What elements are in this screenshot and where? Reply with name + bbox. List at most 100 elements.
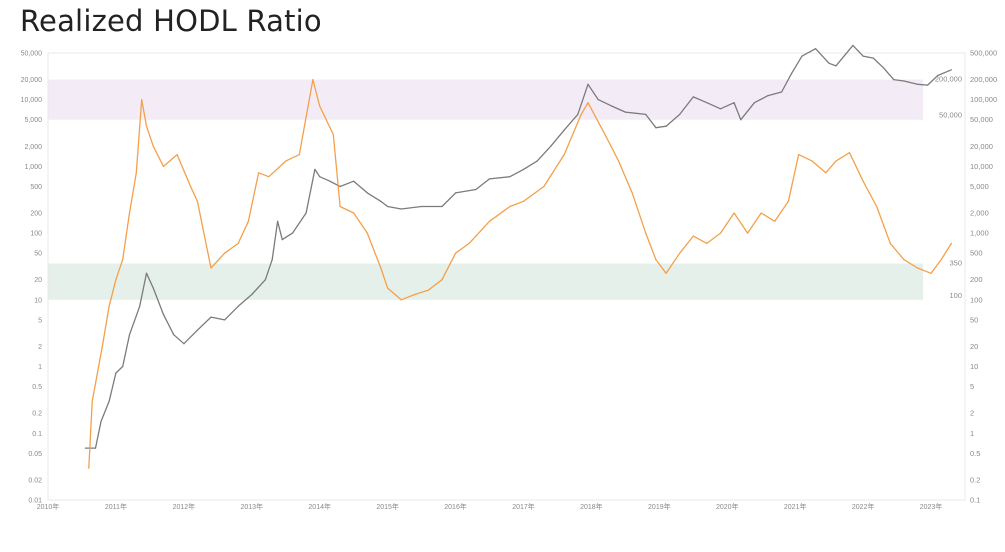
x-tick-label-11: 2021年 [784, 502, 807, 511]
series-0-point-13 [196, 329, 198, 331]
series-1-point-0 [88, 467, 90, 469]
series-0-point-32 [400, 208, 402, 210]
series-1-point-25 [332, 133, 334, 136]
series-1-point-62 [835, 160, 837, 162]
series-1-point-35 [455, 252, 457, 254]
series-1-point-29 [380, 267, 382, 269]
series-0-point-33 [421, 205, 423, 208]
series-0-point-11 [173, 334, 175, 336]
series-1-point-57 [774, 220, 776, 222]
right-tick-label-1: 200,000 [970, 75, 997, 84]
series-1-point-6 [128, 212, 131, 214]
right-tick-label-20: 0.1 [970, 496, 980, 505]
series-1-point-4 [115, 279, 117, 281]
series-line-1 [88, 78, 952, 469]
series-0-point-29 [366, 192, 368, 194]
series-0-point-23 [305, 212, 307, 214]
series-0-point-3 [108, 400, 110, 402]
page-title: Realized HODL Ratio [20, 4, 322, 38]
band-labels: 200,000 50,000 350 100 [935, 75, 962, 300]
series-1-point-50 [679, 252, 681, 254]
series-1-point-70 [940, 259, 942, 261]
grid-layer [47, 52, 966, 501]
series-0-point-39 [522, 168, 525, 170]
series-0-point-52 [692, 96, 694, 98]
series-1-point-27 [353, 212, 355, 214]
series-1-point-32 [414, 293, 416, 296]
x-tick-label-3: 2013年 [240, 502, 263, 511]
right-tick-label-0: 500,000 [970, 49, 997, 58]
left-tick-label-10: 20 [34, 277, 42, 284]
plot-border [47, 52, 966, 501]
left-tick-label-2: 10,000 [21, 97, 43, 104]
right-tick-label-19: 0.2 [970, 475, 980, 484]
series-0-point-20 [277, 220, 279, 222]
series-1-point-33 [427, 289, 429, 291]
series-1-point-44 [604, 133, 606, 136]
right-axis: 500,000 200,000 100,000 50,000 20,000 10,000 5… [970, 49, 997, 505]
series-1-point-64 [862, 180, 864, 182]
series-0-point-62 [815, 48, 817, 50]
series-1-point-2 [101, 345, 103, 348]
series-0-point-37 [488, 178, 491, 180]
series-0-point-48 [645, 113, 647, 115]
bands-layer [48, 79, 923, 300]
band-label-top-0: 200,000 [935, 75, 962, 84]
right-tick-label-4: 20,000 [970, 142, 993, 151]
series-0-point-69 [893, 79, 895, 81]
series-0-point-65 [852, 44, 854, 47]
series-0-point-8 [145, 272, 148, 274]
right-tick-label-5: 10,000 [970, 162, 993, 171]
series-0-point-49 [655, 127, 657, 129]
series-1-point-5 [122, 259, 124, 261]
series-0-point-12 [183, 343, 185, 345]
series-1-point-65 [876, 205, 878, 208]
series-1-point-21 [285, 160, 287, 162]
band-1 [48, 263, 923, 300]
x-tick-label-10: 2020年 [716, 502, 739, 511]
series-1-point-11 [162, 165, 165, 167]
series-1-point-23 [312, 79, 314, 81]
series-1-point-14 [196, 200, 198, 202]
series-0-point-60 [791, 72, 793, 74]
left-tick-label-16: 0.2 [32, 411, 42, 418]
series-1-point-18 [247, 220, 249, 222]
series-1-point-53 [719, 232, 722, 234]
left-axis: 50,000 20,000 10,000 5,000 2,000 1,000 500 200 1… [21, 51, 43, 505]
series-0-point-9 [152, 287, 154, 289]
right-tick-label-2: 100,000 [970, 95, 997, 104]
series-1-point-54 [733, 212, 735, 214]
series-0-point-73 [937, 74, 939, 77]
series-0-point-54 [719, 108, 722, 110]
series-0-point-26 [329, 180, 331, 182]
series-1-point-36 [468, 242, 470, 244]
series-0-point-35 [455, 192, 457, 194]
left-tick-label-14: 1 [38, 364, 42, 371]
right-tick-label-17: 1 [970, 429, 974, 438]
series-1-point-49 [665, 272, 667, 274]
right-tick-label-9: 500 [970, 249, 983, 258]
right-tick-label-12: 50 [970, 315, 978, 324]
right-tick-label-16: 2 [970, 409, 974, 418]
series-0-point-22 [291, 232, 294, 234]
series-1-point-1 [91, 400, 93, 402]
series-1-point-59 [798, 154, 800, 156]
series-0-point-47 [624, 111, 627, 113]
series-1-point-9 [145, 125, 148, 127]
x-tick-label-9: 2019年 [648, 502, 671, 511]
series-1-point-12 [176, 154, 178, 156]
series-1-point-24 [319, 105, 321, 107]
series-1-point-38 [509, 205, 511, 208]
series-0-point-17 [251, 293, 253, 296]
series-1-point-34 [441, 279, 443, 281]
series-0-point-59 [781, 91, 783, 93]
series-1-point-26 [339, 205, 341, 208]
series-1-point-39 [522, 200, 525, 202]
x-tick-label-12: 2022年 [852, 502, 875, 511]
series-layer [84, 44, 953, 469]
series-1-point-17 [237, 242, 239, 244]
x-tick-label-7: 2017年 [512, 502, 535, 511]
series-0-point-2 [100, 420, 102, 423]
series-0-point-53 [706, 102, 708, 104]
left-tick-label-1: 20,000 [21, 77, 43, 84]
